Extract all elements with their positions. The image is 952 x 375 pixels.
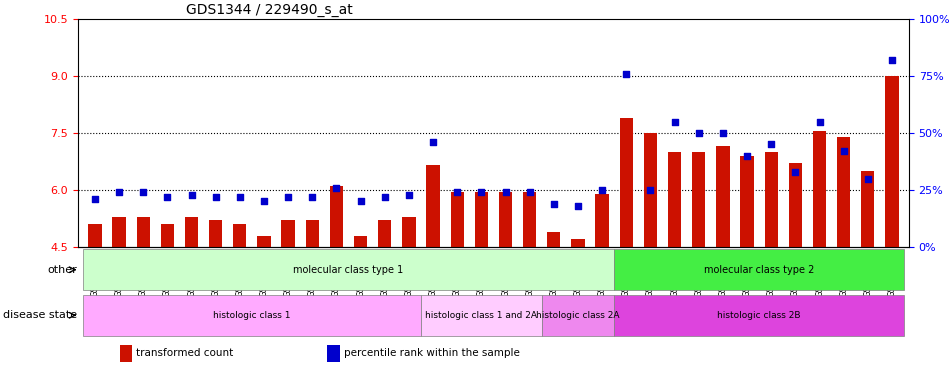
FancyBboxPatch shape xyxy=(613,295,903,336)
Bar xyxy=(644,133,656,247)
Text: other: other xyxy=(47,265,77,275)
Bar xyxy=(306,220,319,247)
Bar xyxy=(740,156,753,247)
Bar xyxy=(89,224,102,247)
Bar xyxy=(546,232,560,247)
Point xyxy=(473,189,488,195)
Point xyxy=(111,189,127,195)
Bar xyxy=(619,118,632,247)
Point xyxy=(449,189,465,195)
Text: histologic class 2A: histologic class 2A xyxy=(536,311,619,320)
Bar xyxy=(136,217,149,247)
Text: percentile rank within the sample: percentile rank within the sample xyxy=(344,348,519,358)
Point xyxy=(811,118,826,124)
Bar xyxy=(257,236,270,247)
Bar xyxy=(812,131,825,247)
FancyBboxPatch shape xyxy=(83,295,421,336)
Bar xyxy=(329,186,343,247)
Point xyxy=(280,194,295,200)
Bar xyxy=(498,192,511,247)
FancyBboxPatch shape xyxy=(421,295,541,336)
Point xyxy=(377,194,392,200)
Point xyxy=(401,192,416,198)
Bar xyxy=(691,152,704,247)
Point xyxy=(666,118,682,124)
Text: histologic class 1: histologic class 1 xyxy=(213,311,290,320)
Point xyxy=(522,189,537,195)
Point xyxy=(569,203,585,209)
Point xyxy=(787,169,803,175)
Text: transformed count: transformed count xyxy=(136,348,233,358)
Bar xyxy=(353,236,367,247)
Point xyxy=(88,196,103,202)
Point xyxy=(860,176,875,181)
Text: disease state: disease state xyxy=(3,310,77,320)
Bar xyxy=(161,224,174,247)
Point xyxy=(328,185,344,191)
Point xyxy=(883,57,899,63)
Bar xyxy=(595,194,608,247)
Point xyxy=(594,187,609,193)
Bar xyxy=(426,165,439,247)
Text: GDS1344 / 229490_s_at: GDS1344 / 229490_s_at xyxy=(186,3,352,17)
FancyBboxPatch shape xyxy=(83,249,613,290)
Bar xyxy=(119,345,131,362)
Bar xyxy=(667,152,681,247)
Point xyxy=(425,139,440,145)
Text: molecular class type 2: molecular class type 2 xyxy=(704,265,813,275)
Point xyxy=(715,130,730,136)
Bar xyxy=(233,224,247,247)
Point xyxy=(763,141,778,147)
Point xyxy=(835,148,850,154)
Bar xyxy=(327,345,339,362)
Bar xyxy=(185,217,198,247)
Point xyxy=(739,153,754,159)
Point xyxy=(618,71,633,77)
FancyBboxPatch shape xyxy=(541,295,613,336)
Bar xyxy=(788,164,802,247)
Bar xyxy=(884,76,898,247)
Point xyxy=(135,189,150,195)
Bar xyxy=(716,146,729,247)
Bar xyxy=(861,171,874,247)
Point xyxy=(184,192,199,198)
Point xyxy=(305,194,320,200)
Bar xyxy=(764,152,777,247)
Point xyxy=(160,194,175,200)
Bar xyxy=(474,192,487,247)
Point xyxy=(208,194,223,200)
Bar xyxy=(836,137,849,247)
Point xyxy=(643,187,658,193)
Bar xyxy=(378,220,391,247)
Bar xyxy=(112,217,126,247)
Bar xyxy=(570,239,584,247)
Bar xyxy=(450,192,464,247)
Point xyxy=(545,201,561,207)
Point xyxy=(256,198,271,204)
Bar xyxy=(281,220,294,247)
Bar xyxy=(208,220,222,247)
FancyBboxPatch shape xyxy=(613,249,903,290)
Text: histologic class 1 and 2A: histologic class 1 and 2A xyxy=(425,311,537,320)
Point xyxy=(497,189,512,195)
Text: molecular class type 1: molecular class type 1 xyxy=(293,265,404,275)
Text: histologic class 2B: histologic class 2B xyxy=(717,311,800,320)
Point xyxy=(232,194,248,200)
Bar xyxy=(402,217,415,247)
Point xyxy=(690,130,705,136)
Bar xyxy=(523,192,536,247)
Point xyxy=(352,198,367,204)
